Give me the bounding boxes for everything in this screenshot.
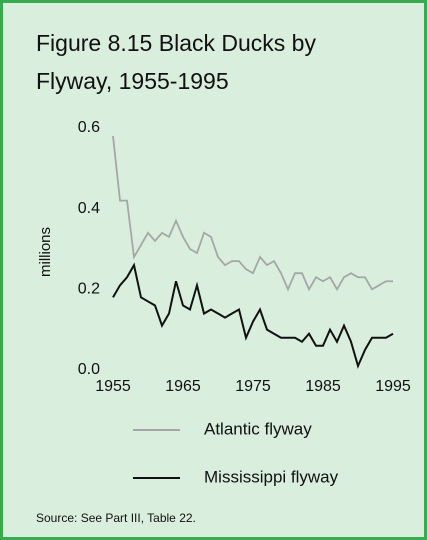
legend-label: Mississippi flyway xyxy=(204,467,339,486)
x-tick-label: 1985 xyxy=(305,378,341,395)
series-line xyxy=(112,135,393,292)
y-axis-label: millions xyxy=(37,227,54,277)
y-tick-label: 0.0 xyxy=(78,361,100,378)
y-tick-label: 0.2 xyxy=(78,281,100,298)
source: Source: See Part III, Table 22. xyxy=(36,511,196,525)
chart-title: Figure 8.15 Black Ducks by xyxy=(36,30,316,56)
legend-label: Atlantic flyway xyxy=(204,419,312,438)
y-tick-label: 0.4 xyxy=(78,200,100,217)
x-tick-label: 1955 xyxy=(95,378,131,395)
y-tick-label: 0.6 xyxy=(78,119,100,136)
x-tick-label: 1975 xyxy=(235,378,271,395)
chart-title: Flyway, 1955-1995 xyxy=(36,68,229,94)
x-tick-label: 1965 xyxy=(165,378,201,395)
series-line xyxy=(112,262,394,369)
x-tick-label: 1995 xyxy=(375,378,411,395)
